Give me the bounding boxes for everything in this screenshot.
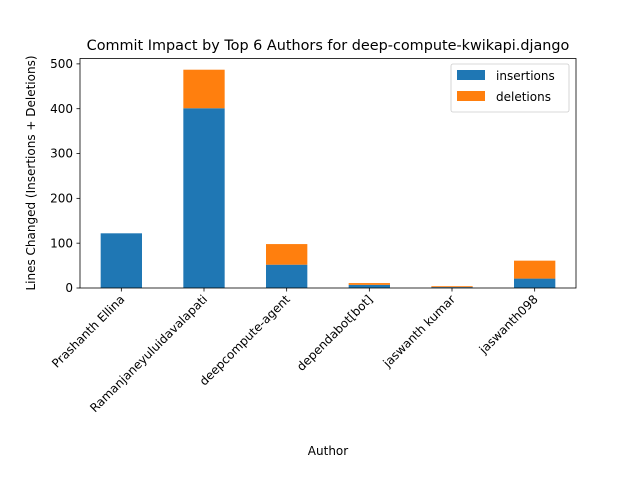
bar-insertions-dependabot-bot <box>348 284 390 288</box>
x-tick-label: jaswanth kumar <box>380 292 459 371</box>
plot-area-frame <box>79 58 577 289</box>
y-axis: 0 100 200 300 400 500 <box>50 57 80 295</box>
x-axis: Prashanth EllinaRamanjaneyuluidavalapati… <box>49 288 541 415</box>
bar-insertions-jaswanth098 <box>514 278 556 288</box>
bar-insertions-prashanth-ellina <box>100 233 142 288</box>
bar-deletions-ramanjaneyuluidavalapati <box>183 69 225 109</box>
bars-group <box>100 69 556 288</box>
y-tick-label: 500 <box>50 57 73 71</box>
bar-deletions-deepcompute-agent <box>266 244 308 265</box>
y-tick-label: 300 <box>50 147 73 161</box>
y-tick-label: 400 <box>50 102 73 116</box>
x-axis-label: Author <box>308 444 348 458</box>
bar-insertions-deepcompute-agent <box>266 264 308 288</box>
x-tick-label: dependabot[bot] <box>294 292 376 374</box>
y-tick-label: 100 <box>50 236 73 250</box>
y-axis-label: Lines Changed (Insertions + Deletions) <box>24 55 38 290</box>
x-tick-label: Prashanth Ellina <box>49 292 127 370</box>
chart-title: Commit Impact by Top 6 Authors for deep-… <box>87 38 570 54</box>
bar-deletions-jaswanth-kumar <box>431 286 473 288</box>
legend-swatch-insertions <box>457 70 485 80</box>
x-tick-label: jaswanth098 <box>476 292 541 357</box>
bar-insertions-ramanjaneyuluidavalapati <box>183 108 225 288</box>
legend-label-insertions: insertions <box>496 69 555 83</box>
legend-swatch-deletions <box>457 91 485 101</box>
bar-insertions-jaswanth-kumar <box>431 287 473 288</box>
y-tick-label: 0 <box>65 281 73 295</box>
bar-deletions-dependabot-bot <box>348 283 390 285</box>
x-tick-label: deepcompute-agent <box>197 292 293 388</box>
bar-deletions-jaswanth098 <box>514 260 556 279</box>
y-tick-label: 200 <box>50 192 73 206</box>
legend: insertions deletions <box>450 63 570 113</box>
legend-label-deletions: deletions <box>496 90 551 104</box>
